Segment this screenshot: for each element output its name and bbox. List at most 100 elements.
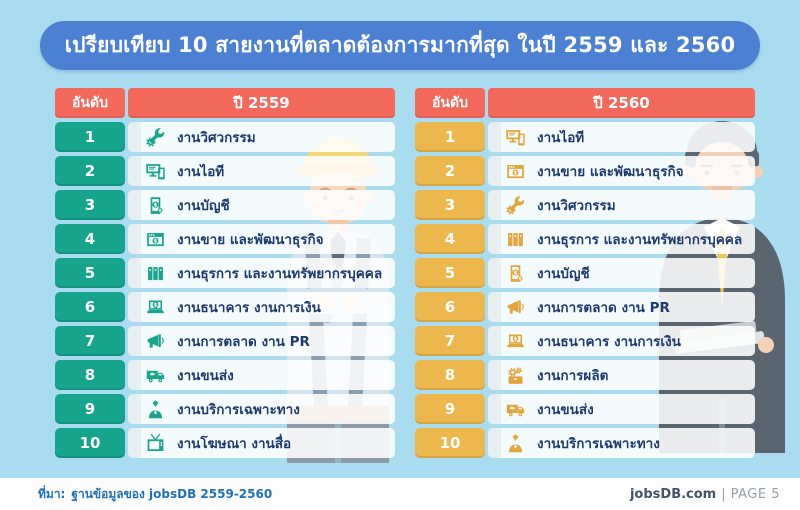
- job-row-bar: งานไอที: [128, 156, 395, 186]
- computer-monitor-icon: [145, 161, 166, 182]
- job-label: งานการตลาด งาน PR: [177, 334, 310, 350]
- job-label: งานไอที: [177, 164, 225, 180]
- job-label: งานบริการเฉพาะทาง: [177, 402, 300, 418]
- person-diamond-icon: [505, 433, 526, 454]
- page-number: PAGE 5: [730, 486, 780, 502]
- rank-badge: 6: [55, 292, 125, 322]
- truck-icon: [505, 399, 526, 420]
- table-row: 2 งานขาย และพัฒนาธุรกิจ: [415, 156, 755, 186]
- brand-name: jobsDB.com: [629, 486, 717, 502]
- table-row: 5 งานบัญชี: [415, 258, 755, 288]
- truck-icon: [145, 365, 166, 386]
- rank-badge: 5: [415, 258, 485, 288]
- rank-badge: 8: [415, 360, 485, 390]
- laptop-money-icon: [505, 331, 526, 352]
- job-label: งานการตลาด งาน PR: [537, 300, 670, 316]
- job-row-bar: งานการตลาด งาน PR: [128, 326, 395, 356]
- table-row: 2 งานไอที: [55, 156, 395, 186]
- job-row-bar: งานโฆษณา งานสื่อ: [128, 428, 395, 458]
- table-2559: อันดับ ปี 2559 1 งานวิศวกรรม 2 งานไอที 3…: [55, 88, 395, 463]
- job-label: งานธุรการ และงานทรัพยากรบุคคล: [177, 266, 383, 282]
- binders-icon: [145, 263, 166, 284]
- job-label: งานวิศวกรรม: [177, 130, 256, 146]
- table-row: 7 งานธนาคาร งานการเงิน: [415, 326, 755, 356]
- table-row: 6 งานธนาคาร งานการเงิน: [55, 292, 395, 322]
- table-2560-header: อันดับ ปี 2560: [415, 88, 755, 118]
- rank-badge: 4: [55, 224, 125, 254]
- rank-badge: 3: [415, 190, 485, 220]
- job-row-bar: งานธนาคาร งานการเงิน: [488, 326, 755, 356]
- brand-footer: jobsDB.com | PAGE 5: [630, 487, 780, 502]
- table-row: 8 งานขนส่ง: [55, 360, 395, 390]
- job-label: งานขาย และพัฒนาธุรกิจ: [537, 164, 684, 180]
- source-text: ฐานข้อมูลของ jobsDB 2559-2560: [71, 486, 273, 501]
- table-row: 9 งานบริการเฉพาะทาง: [55, 394, 395, 424]
- rank-badge: 2: [55, 156, 125, 186]
- job-label: งานธนาคาร งานการเงิน: [177, 300, 321, 316]
- table-row: 9 งานขนส่ง: [415, 394, 755, 424]
- wrench-gear-icon: [505, 195, 526, 216]
- job-row-bar: งานวิศวกรรม: [488, 190, 755, 220]
- rank-badge: 7: [415, 326, 485, 356]
- job-row-bar: งานวิศวกรรม: [128, 122, 395, 152]
- tv-icon: [145, 433, 166, 454]
- laptop-money-icon: [145, 297, 166, 318]
- megaphone-icon: [145, 331, 166, 352]
- rank-badge: 1: [415, 122, 485, 152]
- footer-bar: ที่มา: ฐานข้อมูลของ jobsDB 2559-2560 jobs…: [0, 478, 800, 510]
- table-row: 3 งานวิศวกรรม: [415, 190, 755, 220]
- rank-badge: 9: [55, 394, 125, 424]
- rank-badge: 10: [55, 428, 125, 458]
- job-row-bar: งานขาย และพัฒนาธุรกิจ: [128, 224, 395, 254]
- person-diamond-icon: [145, 399, 166, 420]
- job-row-bar: งานธุรการ และงานทรัพยากรบุคคล: [488, 224, 755, 254]
- job-label: งานบัญชี: [537, 266, 590, 282]
- job-label: งานธุรการ และงานทรัพยากรบุคคล: [537, 232, 743, 248]
- rank-badge: 9: [415, 394, 485, 424]
- rank-badge: 8: [55, 360, 125, 390]
- job-row-bar: งานธนาคาร งานการเงิน: [128, 292, 395, 322]
- job-row-bar: งานไอที: [488, 122, 755, 152]
- job-row-bar: งานบริการเฉพาะทาง: [128, 394, 395, 424]
- table-2559-header: อันดับ ปี 2559: [55, 88, 395, 118]
- job-label: งานบัญชี: [177, 198, 230, 214]
- job-row-bar: งานการตลาด งาน PR: [488, 292, 755, 322]
- job-row-bar: งานขนส่ง: [128, 360, 395, 390]
- wrench-gear-icon: [145, 127, 166, 148]
- rank-badge: 10: [415, 428, 485, 458]
- job-row-bar: งานการผลิต: [488, 360, 755, 390]
- binders-icon: [505, 229, 526, 250]
- source-prefix: ที่มา:: [38, 486, 66, 501]
- table-row: 1 งานวิศวกรรม: [55, 122, 395, 152]
- job-label: งานไอที: [537, 130, 585, 146]
- job-label: งานวิศวกรรม: [537, 198, 616, 214]
- title-banner: เปรียบเทียบ 10 สายงานที่ตลาดต้องการมากที…: [40, 21, 760, 70]
- money-phone-icon: [145, 195, 166, 216]
- job-label: งานบริการเฉพาะทาง: [537, 436, 660, 452]
- table-2560: อันดับ ปี 2560 1 งานไอที 2 งานขาย และพัฒ…: [415, 88, 785, 458]
- manufacturing-icon: [505, 365, 526, 386]
- job-row-bar: งานบริการเฉพาะทาง: [488, 428, 755, 458]
- table-row: 6 งานการตลาด งาน PR: [415, 292, 755, 322]
- table-row: 4 งานธุรการ และงานทรัพยากรบุคคล: [415, 224, 755, 254]
- table-row: 10 งานบริการเฉพาะทาง: [415, 428, 755, 458]
- year-header-cell: ปี 2560: [488, 88, 755, 118]
- rank-header-cell: อันดับ: [415, 88, 485, 118]
- job-label: งานธนาคาร งานการเงิน: [537, 334, 681, 350]
- job-row-bar: งานบัญชี: [128, 190, 395, 220]
- job-label: งานขนส่ง: [177, 368, 234, 384]
- cash-register-icon: [145, 229, 166, 250]
- job-row-bar: งานขาย และพัฒนาธุรกิจ: [488, 156, 755, 186]
- footer-divider: |: [721, 486, 726, 502]
- table-row: 10 งานโฆษณา งานสื่อ: [55, 428, 395, 458]
- job-row-bar: งานบัญชี: [488, 258, 755, 288]
- rank-badge: 7: [55, 326, 125, 356]
- job-row-bar: งานขนส่ง: [488, 394, 755, 424]
- computer-monitor-icon: [505, 127, 526, 148]
- rank-badge: 2: [415, 156, 485, 186]
- table-row: 5 งานธุรการ และงานทรัพยากรบุคคล: [55, 258, 395, 288]
- rank-header-cell: อันดับ: [55, 88, 125, 118]
- table-row: 7 งานการตลาด งาน PR: [55, 326, 395, 356]
- job-label: งานโฆษณา งานสื่อ: [177, 436, 292, 452]
